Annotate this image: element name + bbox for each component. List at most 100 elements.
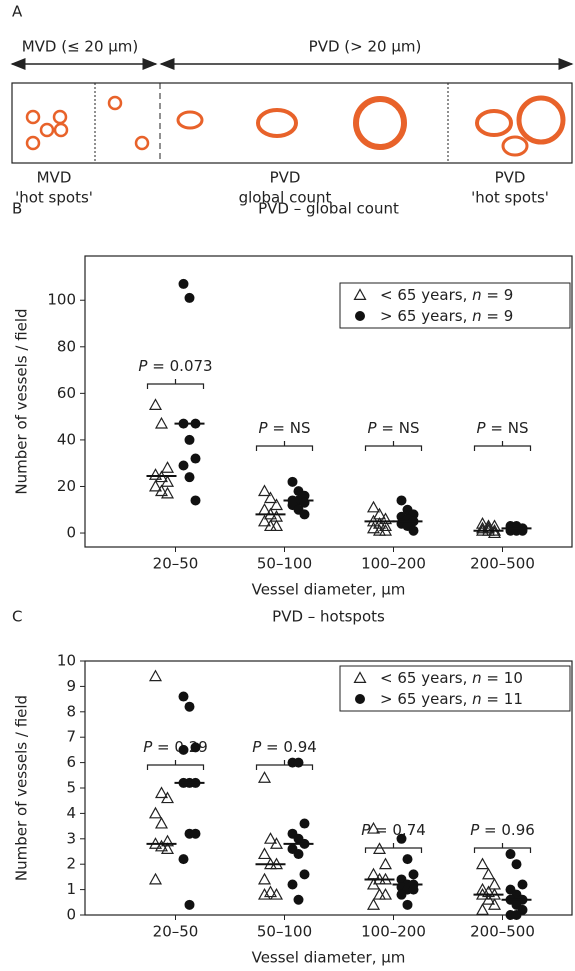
y-tick-label: 100 — [47, 291, 76, 309]
y-tick-label: 0 — [66, 524, 76, 542]
circle-point — [184, 472, 195, 483]
circle-point — [178, 854, 189, 865]
triangle-point — [263, 491, 278, 504]
triangle-point — [366, 877, 381, 890]
p-value: P = 0.94 — [252, 738, 317, 756]
circle-point — [355, 694, 365, 704]
y-tick-label: 6 — [66, 753, 76, 771]
circle-point — [299, 869, 310, 880]
bracket — [255, 760, 314, 770]
circle-point — [396, 833, 407, 844]
x-tick-label: 200–500 — [470, 923, 535, 941]
triangle-point — [366, 821, 381, 834]
triangle-point — [263, 885, 278, 898]
circle-point — [190, 742, 201, 753]
circle-point — [178, 744, 189, 755]
p-value: P = 0.96 — [470, 821, 535, 839]
triangle-point — [154, 416, 169, 429]
p-value: P = 0.74 — [361, 821, 426, 839]
circle-point — [184, 292, 195, 303]
triangle-point — [148, 398, 163, 410]
circle-point — [293, 849, 304, 860]
caption: 'hot spots' — [471, 189, 549, 207]
triangle-point — [263, 832, 278, 844]
legend-box — [339, 665, 571, 712]
caption: 'hot spots' — [15, 189, 93, 207]
triangle-point — [372, 842, 387, 854]
triangle-point — [148, 669, 163, 682]
legend-label: < 65 years, n = 9 — [380, 286, 513, 304]
triangle-point — [257, 847, 272, 860]
triangle-point — [366, 898, 381, 910]
circle-point — [511, 910, 522, 920]
legend-label: > 65 years, n = 11 — [380, 690, 523, 708]
x-tick-label: 50–100 — [257, 555, 312, 573]
p-value: P = 0.073 — [138, 357, 212, 375]
y-tick-label: 60 — [57, 384, 76, 402]
circle-point — [293, 894, 304, 905]
triangle-point — [353, 288, 367, 300]
bracket — [255, 441, 314, 451]
legend-label: > 65 years, n = 9 — [380, 307, 513, 325]
circle-point — [293, 757, 304, 768]
circle-point — [408, 884, 419, 895]
circle-point — [517, 525, 528, 536]
x-tick-label: 20–50 — [153, 923, 199, 941]
panel-label: A — [12, 3, 23, 21]
x-tick-label: 20–50 — [153, 555, 199, 573]
p-value: P = NS — [259, 419, 311, 437]
y-tick-label: 9 — [66, 677, 76, 695]
y-tick-label: 3 — [66, 829, 76, 847]
triangle-point — [160, 834, 175, 847]
triangle-point — [269, 837, 284, 849]
triangle-point — [154, 786, 169, 799]
circle-point — [396, 889, 407, 900]
panel-label: C — [12, 608, 22, 626]
mvd-range: MVD (≤ 20 μm) — [22, 38, 139, 56]
panel-a: A MVD (≤ 20 μm) PVD (> 20 μm) MVD 'hot s… — [10, 3, 574, 207]
x-tick-label: 200–500 — [470, 555, 535, 573]
triangle-point — [154, 484, 169, 497]
circle-point — [184, 899, 195, 910]
triangle-point — [148, 468, 163, 480]
circle-point — [184, 434, 195, 445]
triangle-point — [475, 903, 490, 915]
triangle-point — [481, 521, 496, 534]
triangle-point — [160, 475, 175, 487]
triangle-point — [257, 484, 272, 497]
triangle-point — [481, 867, 496, 880]
bracket — [473, 441, 532, 451]
bracket — [146, 760, 205, 770]
triangle-point — [160, 791, 175, 804]
x-axis-label: Vessel diameter, μm — [252, 581, 406, 599]
triangle-point — [475, 857, 490, 870]
circle-point — [408, 869, 419, 880]
pvd-range: PVD (> 20 μm) — [309, 38, 422, 56]
y-tick-label: 80 — [57, 337, 76, 355]
triangle-point — [378, 519, 393, 532]
triangle-point — [257, 514, 272, 527]
circle-point — [178, 460, 189, 471]
circle-point — [287, 476, 298, 487]
y-tick-label: 10 — [57, 652, 76, 670]
legend-box — [339, 282, 571, 329]
y-axis-label: Number of vessels / field — [13, 695, 31, 881]
triangle-point — [154, 839, 169, 852]
circle-point — [299, 818, 310, 829]
triangle-point — [269, 887, 284, 900]
circle-point — [402, 899, 413, 910]
panel-label: B — [12, 200, 22, 218]
triangle-point — [257, 771, 272, 783]
legend-label: < 65 years, n = 10 — [380, 669, 523, 687]
circle-point — [505, 849, 516, 860]
circle-point — [408, 525, 419, 536]
bracket — [146, 379, 205, 389]
circle-point — [355, 311, 365, 321]
triangle-point — [487, 526, 502, 539]
y-tick-label: 7 — [66, 728, 76, 746]
triangle-point — [372, 516, 387, 529]
circle-point — [178, 278, 189, 289]
triangle-point — [160, 461, 175, 473]
triangle-point — [148, 806, 163, 819]
